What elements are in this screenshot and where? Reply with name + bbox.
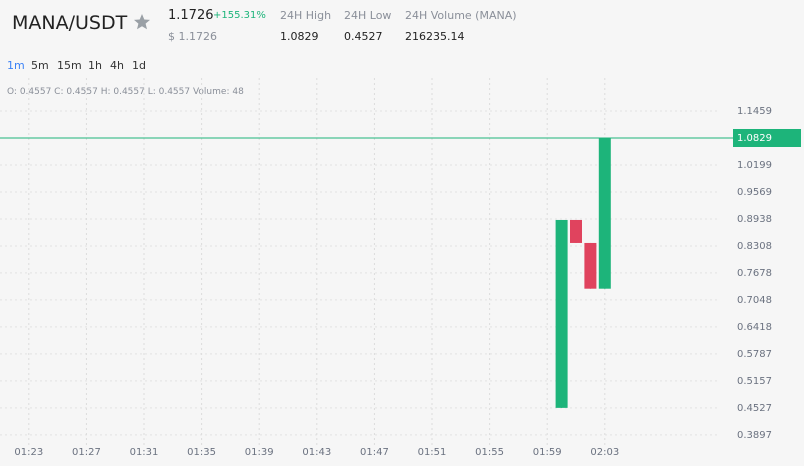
timeframe-button[interactable]: 1h	[88, 59, 102, 72]
last-price-tag	[733, 128, 801, 147]
x-tick-label: 01:47	[360, 447, 389, 458]
stat-label: 24H Volume (MANA)	[405, 9, 517, 22]
y-tick-label: 0.5157	[737, 376, 772, 387]
y-tick-label: 0.7048	[737, 295, 772, 306]
price-usd: $ 1.1726	[168, 30, 217, 43]
x-tick-label: 01:43	[302, 447, 331, 458]
last-price: 1.1726	[168, 8, 214, 23]
price-change: +155.31%	[213, 10, 266, 21]
x-tick-label: 01:31	[130, 447, 159, 458]
timeframe-button[interactable]: 15m	[57, 59, 82, 72]
x-tick-label: 01:39	[245, 447, 274, 458]
last-price-label: 1.0829	[737, 133, 772, 144]
y-tick-label: 1.1459	[737, 106, 772, 117]
x-tick-label: 01:27	[72, 447, 101, 458]
x-tick-label: 02:03	[590, 447, 619, 458]
x-tick-label: 01:35	[187, 447, 216, 458]
timeframe-button[interactable]: 1m	[7, 59, 25, 72]
ohlc-line: O: 0.4557 C: 0.4557 H: 0.4557 L: 0.4557 …	[7, 87, 244, 97]
candle-body	[555, 219, 568, 408]
y-tick-label: 0.4527	[737, 403, 772, 414]
y-tick-label: 0.8308	[737, 241, 772, 252]
candle-body	[598, 137, 611, 289]
stat-label: 24H Low	[344, 9, 392, 22]
x-tick-label: 01:51	[418, 447, 447, 458]
timeframe-button[interactable]: 5m	[31, 59, 49, 72]
y-tick-label: 0.3897	[737, 430, 772, 441]
stat-value: 1.0829	[280, 30, 319, 43]
timeframe-button[interactable]: 4h	[110, 59, 124, 72]
x-tick-label: 01:55	[475, 447, 504, 458]
candle-body	[584, 242, 597, 289]
pair: MANA/USDT	[12, 12, 128, 34]
y-tick-label: 0.8938	[737, 214, 772, 225]
y-tick-label: 0.7678	[737, 268, 772, 279]
stat-value: 0.4527	[344, 30, 383, 43]
x-tick-label: 01:23	[14, 447, 43, 458]
stat-label: 24H High	[280, 9, 332, 22]
x-tick-label: 01:59	[533, 447, 562, 458]
y-tick-label: 0.6418	[737, 322, 772, 333]
timeframe-button[interactable]: 1d	[132, 59, 146, 72]
stat-value: 216235.14	[405, 30, 465, 43]
y-tick-label: 0.9569	[737, 187, 772, 198]
y-tick-label: 1.0199	[737, 160, 772, 171]
y-tick-label: 0.5787	[737, 349, 772, 360]
candle-body	[570, 219, 582, 243]
favorite-star[interactable]	[133, 13, 151, 31]
